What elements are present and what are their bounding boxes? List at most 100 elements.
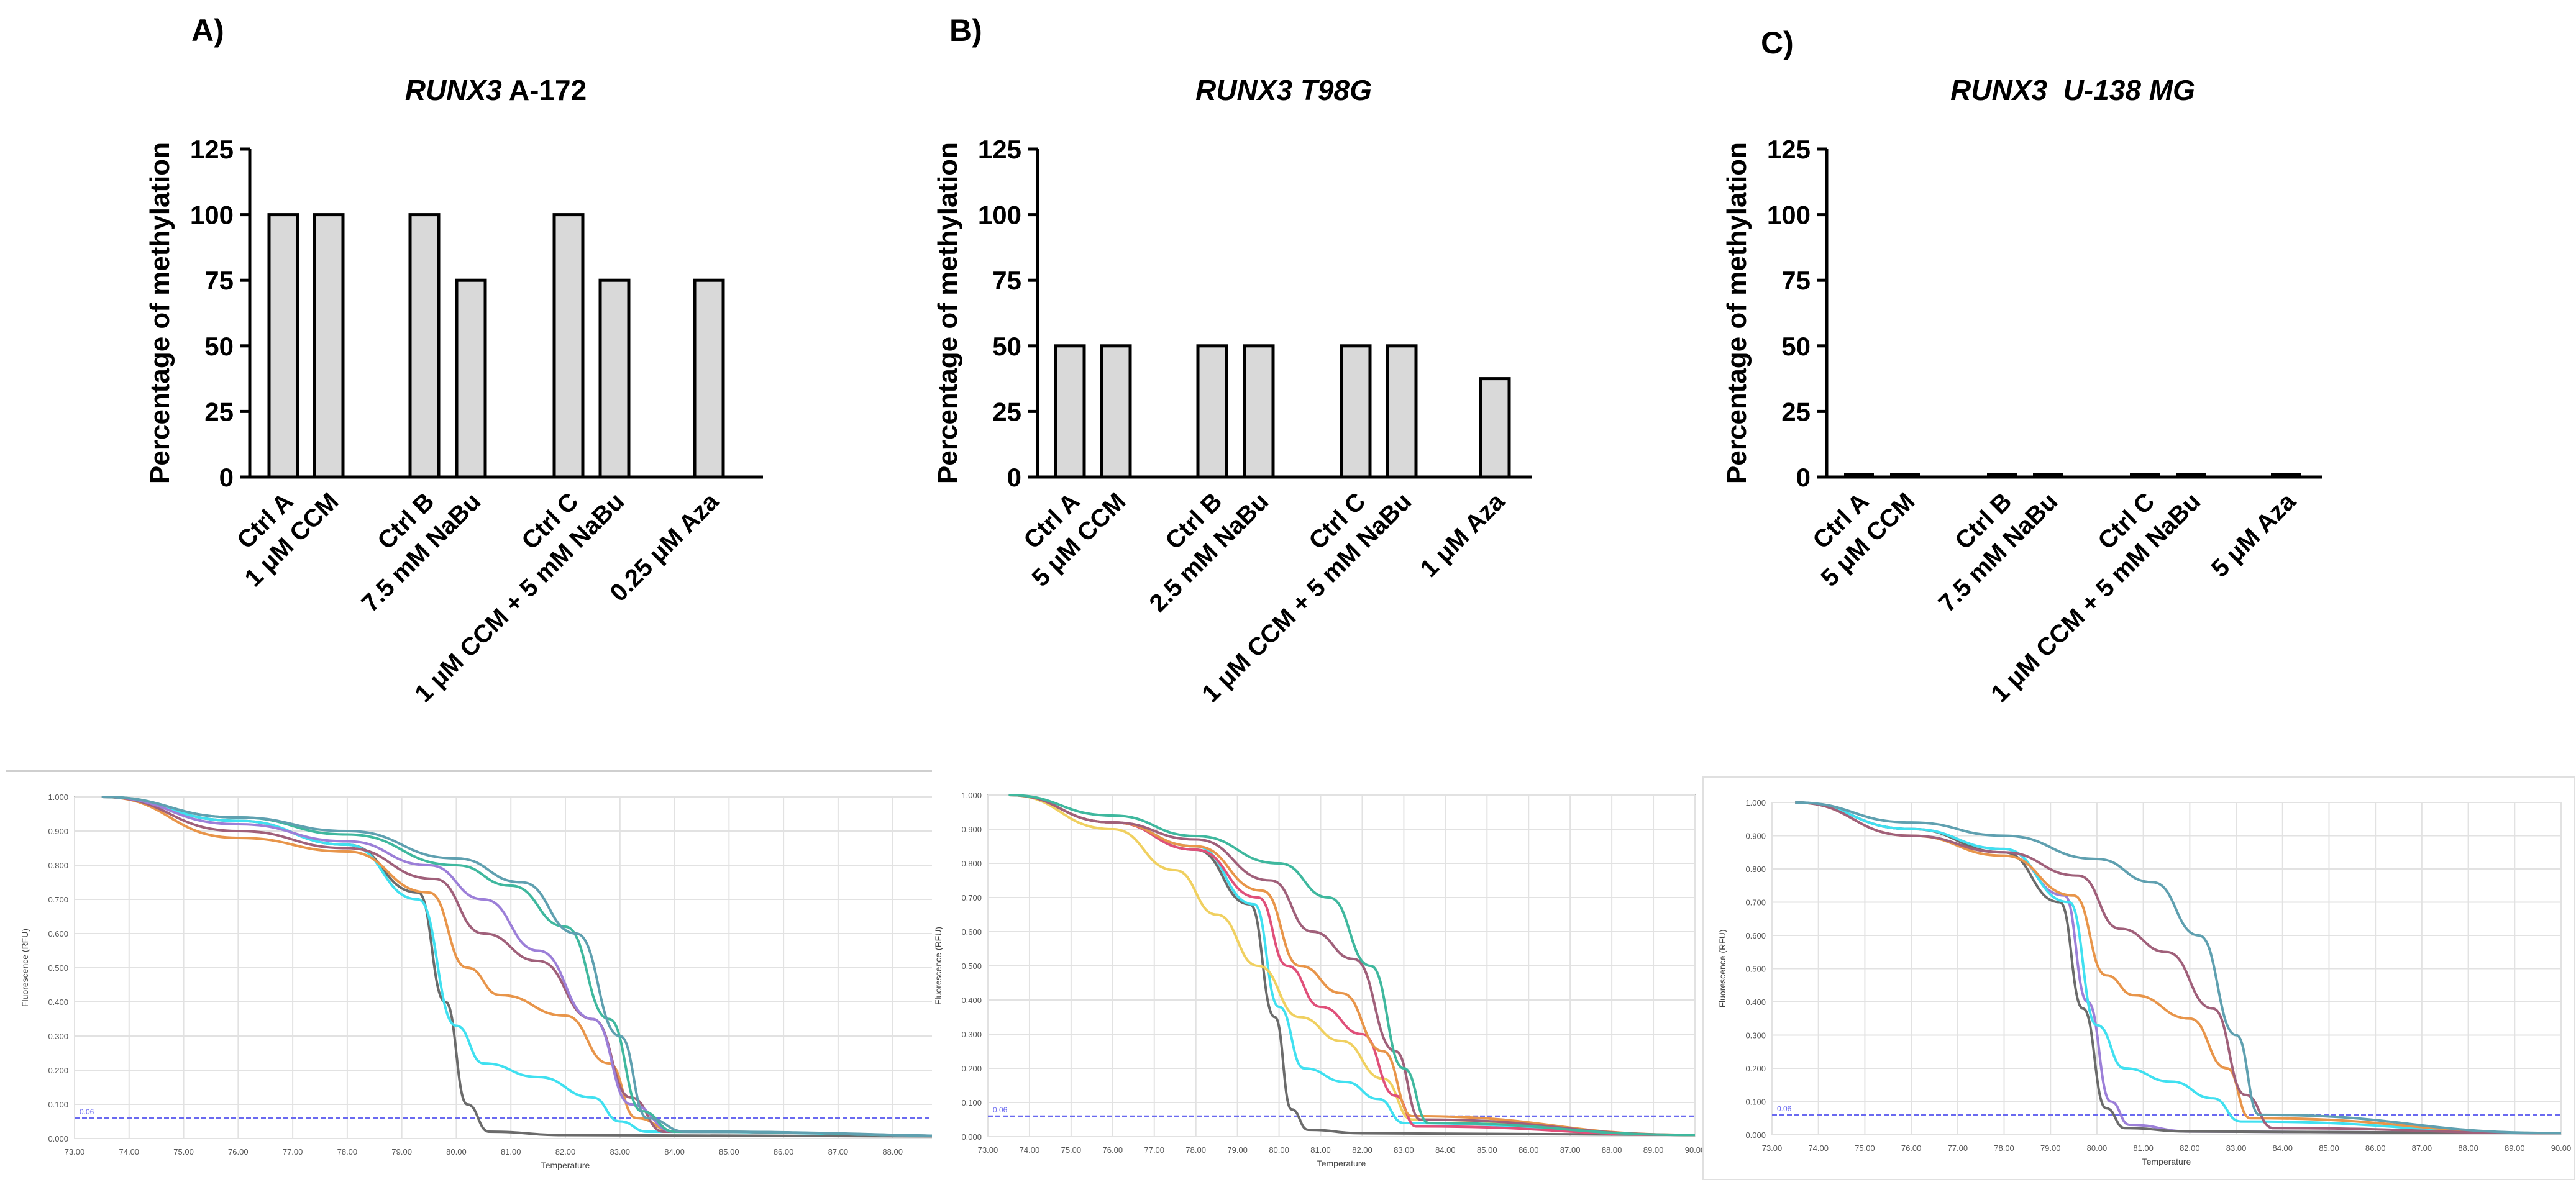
bar xyxy=(1340,344,1372,479)
y-axis-label: Percentage of methylation xyxy=(145,142,175,484)
bar xyxy=(2176,473,2206,478)
x-tick-label: 78.00 xyxy=(337,1147,358,1157)
y-tick-label: 0.900 xyxy=(48,827,68,836)
y-tick-label: 0.300 xyxy=(961,1030,982,1039)
y-tick-label: 0.200 xyxy=(961,1064,982,1073)
y-tick-label: 75 xyxy=(992,266,1021,295)
x-tick-label: 88.00 xyxy=(1602,1145,1622,1155)
y-tick-label: 0.600 xyxy=(961,927,982,937)
x-tick-label: 76.00 xyxy=(228,1147,249,1157)
y-tick-label: 0.400 xyxy=(1745,998,1766,1007)
y-tick-label: 0.000 xyxy=(961,1132,982,1142)
x-tick-label: 77.00 xyxy=(1948,1143,1968,1153)
bar xyxy=(1196,344,1228,479)
y-tick-label: 0.700 xyxy=(961,893,982,902)
y-tick-label: 0.200 xyxy=(1745,1064,1766,1073)
y-tick-label: 75 xyxy=(1781,266,1811,295)
x-tick-label: 88.00 xyxy=(882,1147,903,1157)
melt-curve-s5 xyxy=(1795,801,2562,1135)
y-tick-label: 1.000 xyxy=(961,791,982,800)
x-tick-label: 82.00 xyxy=(1352,1145,1372,1155)
y-tick-label: 0.700 xyxy=(48,895,68,904)
panel-letter-c: C) xyxy=(1761,25,1794,60)
x-tick-label: 86.00 xyxy=(1519,1145,1539,1155)
y-tick-label: 0.600 xyxy=(1745,931,1766,940)
x-tick-label: 75.00 xyxy=(1855,1143,1875,1153)
y-tick-label: 125 xyxy=(190,135,234,164)
x-tick-label: 87.00 xyxy=(828,1147,849,1157)
y-tick-label: 0.500 xyxy=(1745,965,1766,974)
melt-curve-s7 xyxy=(101,796,1057,1139)
gene-name: RUNX3 xyxy=(1950,74,2048,106)
panel-letter-b: B) xyxy=(949,13,982,48)
x-tick-label: 73.00 xyxy=(1762,1143,1783,1153)
y-tick-label: 0.500 xyxy=(48,963,68,973)
bar xyxy=(1243,344,1275,479)
x-tick-label: 81.00 xyxy=(1310,1145,1331,1155)
y-tick-label: 50 xyxy=(204,332,234,361)
melt-curve-chart-c: 73.00 74.00 75.00 76.00 77.00 78.00 79.00 80.00… xyxy=(1717,798,2572,1166)
x-tick-label: 83.00 xyxy=(610,1147,631,1157)
x-tick-label: 87.00 xyxy=(1560,1145,1581,1155)
bar xyxy=(1479,377,1511,479)
y-axis-label: Fluorescence (RFU) xyxy=(1717,929,1727,1007)
chart-title-c: RUNX3 U-138 MG xyxy=(1793,73,2352,107)
melt-curve-chart-b: 73.00 74.00 75.00 76.00 77.00 78.00 79.00 80.00… xyxy=(933,791,1705,1168)
melt-curve-panel-a: 73.00 74.00 75.00 76.00 77.00 78.00 79.00 80.00… xyxy=(6,770,1075,1182)
x-tick-label: 86.00 xyxy=(2365,1143,2386,1153)
y-tick-label: 0.500 xyxy=(961,962,982,971)
x-tick-label: 89.00 xyxy=(2505,1143,2525,1153)
melt-curve-s6 xyxy=(1008,794,1696,1137)
melt-curve-panel-c: 73.00 74.00 75.00 76.00 77.00 78.00 79.00 80.00… xyxy=(1702,776,2575,1180)
y-tick-label: 100 xyxy=(978,201,1021,230)
x-tick-label: 85.00 xyxy=(719,1147,739,1157)
x-tick-label: 83.00 xyxy=(1394,1145,1414,1155)
x-tick-label: 78.00 xyxy=(1185,1145,1206,1155)
x-tick-label: 80.00 xyxy=(446,1147,467,1157)
x-tick-label: 81.00 xyxy=(501,1147,521,1157)
chart-title-a: RUNX3 A-172 xyxy=(216,73,775,107)
y-axis-label: Percentage of methylation xyxy=(933,142,963,484)
x-tick-label: 78.00 xyxy=(1994,1143,2014,1153)
x-tick-label: 75.00 xyxy=(173,1147,194,1157)
y-tick-label: 0.800 xyxy=(1745,865,1766,874)
y-axis-label: Fluorescence (RFU) xyxy=(933,927,943,1005)
x-tick-label: 73.00 xyxy=(65,1147,85,1157)
x-axis-label: Temperature xyxy=(541,1160,590,1170)
x-tick-label: 80.00 xyxy=(2087,1143,2108,1153)
melt-curve-s3 xyxy=(1008,794,1696,1137)
y-tick-label: 0.100 xyxy=(1745,1098,1766,1107)
y-tick-label: 0 xyxy=(1796,463,1811,492)
bar xyxy=(2033,473,2063,478)
chart-title-b: RUNX3 T98G xyxy=(1004,73,1563,107)
x-tick-label: 89.00 xyxy=(1643,1145,1664,1155)
x-axis-label: Temperature xyxy=(2142,1157,2191,1166)
bar xyxy=(455,278,487,479)
bar xyxy=(1987,473,2017,478)
x-tick-label: 79.00 xyxy=(1227,1145,1248,1155)
y-tick-label: 75 xyxy=(204,266,234,295)
x-tick-label: 90.00 xyxy=(2551,1143,2572,1153)
y-tick-label: 100 xyxy=(190,201,234,230)
threshold-label: 0.06 xyxy=(1777,1104,1792,1113)
x-tick-label: 90.00 xyxy=(1685,1145,1706,1155)
y-tick-label: 25 xyxy=(992,397,1021,426)
y-tick-label: 100 xyxy=(1767,201,1811,230)
melt-curve-s5 xyxy=(1008,794,1696,1137)
x-tick-label: 82.00 xyxy=(555,1147,576,1157)
panel-letter-a: A) xyxy=(191,13,224,48)
x-tick-label: 87.00 xyxy=(2412,1143,2432,1153)
x-tick-label: 83.00 xyxy=(2226,1143,2247,1153)
x-tick-label: 79.00 xyxy=(2040,1143,2061,1153)
x-tick-label: 73.00 xyxy=(978,1145,998,1155)
y-axis-label: Fluorescence (RFU) xyxy=(20,929,30,1007)
x-tick-label: 82.00 xyxy=(2180,1143,2200,1153)
y-tick-label: 0.000 xyxy=(48,1134,68,1143)
y-tick-label: 1.000 xyxy=(48,793,68,802)
y-tick-label: 0.300 xyxy=(1745,1031,1766,1040)
x-axis-label: Temperature xyxy=(1317,1158,1366,1168)
bar xyxy=(267,213,299,479)
y-tick-label: 125 xyxy=(1767,135,1811,164)
